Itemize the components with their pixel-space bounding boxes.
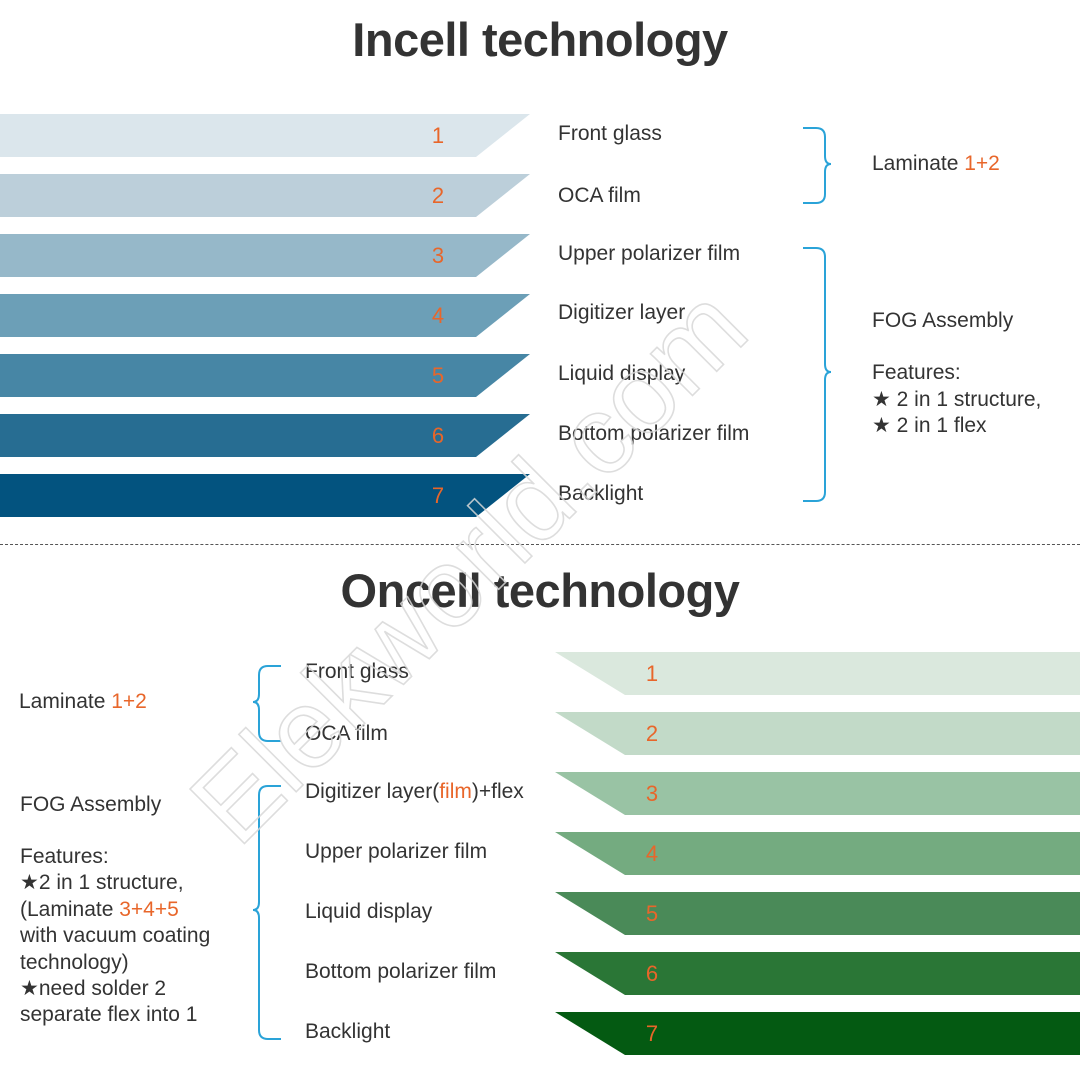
oncell-features-label: Features: <box>20 845 109 868</box>
oncell-layer-6-number: 6 <box>645 961 659 986</box>
oncell-layer-7-label: Backlight <box>305 1020 391 1043</box>
oncell-feature-line-5: ★need solder 2 <box>20 977 167 1001</box>
oncell-layer-3-label-suffix: )+flex <box>471 780 524 803</box>
incell-laminate-bracket <box>803 127 832 204</box>
oncell-feature-line-3: with vacuum coating <box>20 924 211 948</box>
incell-fog-features: Features: ★ 2 in 1 structure, ★ 2 in 1 f… <box>872 360 1041 440</box>
incell-layer-7-band <box>0 474 530 517</box>
incell-layer-1-label: Front glass <box>558 122 662 145</box>
incell-layer-2-band <box>0 174 530 217</box>
section-divider <box>0 544 1080 545</box>
oncell-layer-3-label: Digitizer layer(film)+flex <box>305 780 524 804</box>
oncell-layer-5-label: Liquid display <box>305 900 433 923</box>
incell-layer-7-label: Backlight <box>558 482 644 505</box>
incell-layer-7-number: 7 <box>431 483 445 508</box>
oncell-feature-line-4: technology) <box>20 950 129 974</box>
oncell-laminate-label: Laminate 1+2 <box>19 690 147 714</box>
incell-layer-4-label: Digitizer layer <box>558 301 686 324</box>
oncell-layer-1-label: Front glass <box>305 660 409 683</box>
incell-feature-1: ★ 2 in 1 structure, <box>872 387 1042 411</box>
oncell-fog-bracket <box>252 785 281 1040</box>
oncell-layer-1-number: 1 <box>645 661 659 686</box>
incell-layer-2-number: 2 <box>431 183 445 208</box>
oncell-layer-2-label: OCA film <box>305 722 388 745</box>
incell-laminate-text: Laminate <box>872 152 965 175</box>
incell-layer-1-number: 1 <box>431 123 445 148</box>
incell-fog-bracket <box>803 247 832 502</box>
oncell-feature-line-2-accent: 3+4+5 <box>119 897 179 921</box>
incell-layer-6-label: Bottom polarizer film <box>558 422 750 445</box>
oncell-laminate-text: Laminate <box>19 690 112 713</box>
oncell-feature-line-1: ★2 in 1 structure, <box>20 871 184 895</box>
oncell-layer-2-number: 2 <box>645 721 659 746</box>
incell-layer-5-label: Liquid display <box>558 362 686 385</box>
incell-layer-5-band <box>0 354 530 397</box>
oncell-layer-3-number: 3 <box>645 781 659 806</box>
oncell-feature-line-6: separate flex into 1 <box>20 1003 198 1027</box>
oncell-layer-3-label-text: Digitizer layer( <box>305 780 440 803</box>
oncell-laminate-bracket <box>252 665 281 742</box>
oncell-layer-3-band <box>555 772 1080 815</box>
oncell-fog-title: FOG Assembly <box>20 793 162 816</box>
incell-layer-6-band <box>0 414 530 457</box>
oncell-layer-7-band <box>555 1012 1080 1055</box>
oncell-fog-features: Features: ★2 in 1 structure, (Laminate 3… <box>20 844 210 1029</box>
oncell-layer-5-band <box>555 892 1080 935</box>
incell-feature-2: ★ 2 in 1 flex <box>872 414 987 437</box>
incell-laminate-value: 1+2 <box>964 152 1000 175</box>
oncell-layer-2-band <box>555 712 1080 755</box>
incell-layer-3-band <box>0 234 530 277</box>
incell-fog-title: FOG Assembly <box>872 309 1014 332</box>
oncell-layer-1-band <box>555 652 1080 695</box>
incell-layer-3-label: Upper polarizer film <box>558 242 741 265</box>
incell-layer-3-number: 3 <box>431 243 445 268</box>
incell-layer-4-number: 4 <box>431 303 445 328</box>
incell-layer-5-number: 5 <box>431 363 445 388</box>
oncell-layer-4-number: 4 <box>645 841 659 866</box>
oncell-layer-4-label: Upper polarizer film <box>305 840 488 863</box>
oncell-layer-6-label: Bottom polarizer film <box>305 960 497 983</box>
oncell-laminate-value: 1+2 <box>111 690 147 713</box>
oncell-layer-7-number: 7 <box>645 1021 659 1046</box>
oncell-layer-3-label-accent: film <box>439 780 472 803</box>
incell-layer-1-band <box>0 114 530 157</box>
oncell-layer-6-band <box>555 952 1080 995</box>
oncell-layer-4-band <box>555 832 1080 875</box>
oncell-layer-5-number: 5 <box>645 901 659 926</box>
incell-laminate-label: Laminate 1+2 <box>872 152 1000 176</box>
oncell-feature-line-2: (Laminate 3+4+5 <box>20 897 210 923</box>
incell-layer-2-label: OCA film <box>558 184 641 207</box>
incell-layer-6-number: 6 <box>431 423 445 448</box>
incell-features-label: Features: <box>872 361 961 384</box>
oncell-feature-line-2-prefix: (Laminate <box>20 897 120 921</box>
incell-title: Incell technology <box>352 13 728 66</box>
incell-layer-4-band <box>0 294 530 337</box>
oncell-title: Oncell technology <box>340 564 740 617</box>
